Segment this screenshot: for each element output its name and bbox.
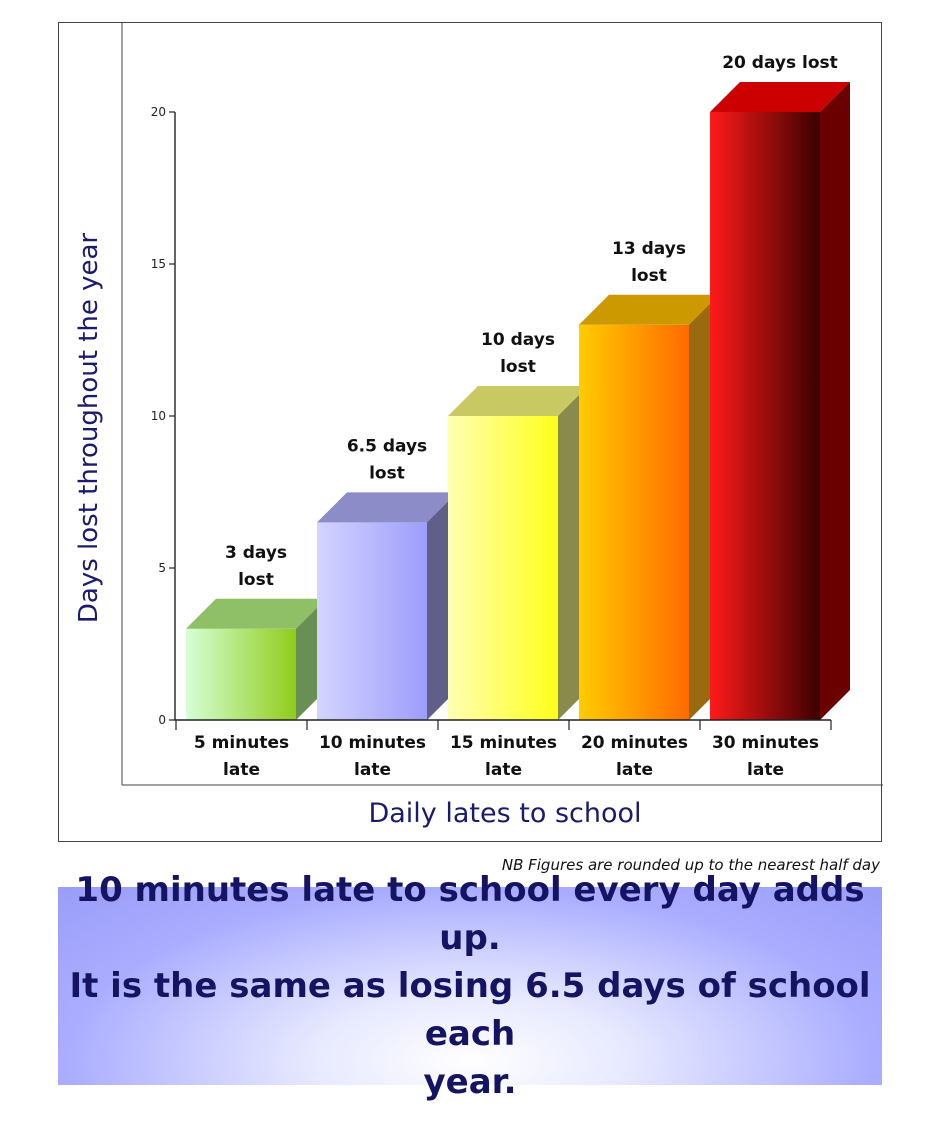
data-label: 10 days lost [481,330,555,377]
y-tick-label: 15 [151,257,166,271]
bar-top [317,492,457,523]
x-tick-label: 15 minutes late [450,733,557,780]
message-box: 10 minutes late to school every day adds… [58,870,882,1102]
message-text: 10 minutes late to school every day adds… [58,866,882,1106]
chart-frame: 3 days lost 6.5 days lost 10 days lost 13 days… [58,22,883,842]
bar-front [579,324,689,720]
x-axis-title: Daily lates to school [368,798,641,829]
y-tick-label: 5 [158,561,166,575]
bar-front [317,522,427,720]
x-tick-label: 5 minutes late [194,733,289,780]
data-label: 6.5 days lost [347,436,427,483]
bar-top [186,598,326,629]
y-tick-label: 10 [151,409,166,423]
x-tick-label: 20 minutes late [581,733,688,780]
y-tick-label: 20 [151,105,166,119]
bar-chart: 3 days lost 6.5 days lost 10 days lost 13 days… [74,23,883,829]
data-label: 13 days lost [612,239,686,286]
y-tick-label: 0 [158,713,166,727]
data-label: 3 days lost [225,543,287,590]
bar-top [579,294,719,325]
bar-top [710,82,850,112]
data-label: 20 days lost [722,53,838,73]
y-axis-title: Days lost throughout the year [74,233,104,624]
footnote: NB Figures are rounded up to the nearest… [501,856,880,874]
message-line-3: year. [423,1062,517,1102]
bar-front [186,628,296,720]
message-line-1: 10 minutes late to school every day adds… [75,870,865,958]
bar-top [448,386,588,416]
bar-front [448,416,558,720]
bar-front [710,112,820,720]
axes-layer: 0 5 10 15 20 5 minutes late 10 minutes late 15 mi… [151,105,832,780]
x-tick-label: 10 minutes late [319,733,426,780]
bars-layer: 3 days lost 6.5 days lost 10 days lost 13 days… [186,53,850,720]
message-line-2: It is the same as losing 6.5 days of sch… [69,966,871,1054]
x-tick-label: 30 minutes late [712,733,819,780]
bar-side [820,82,850,720]
